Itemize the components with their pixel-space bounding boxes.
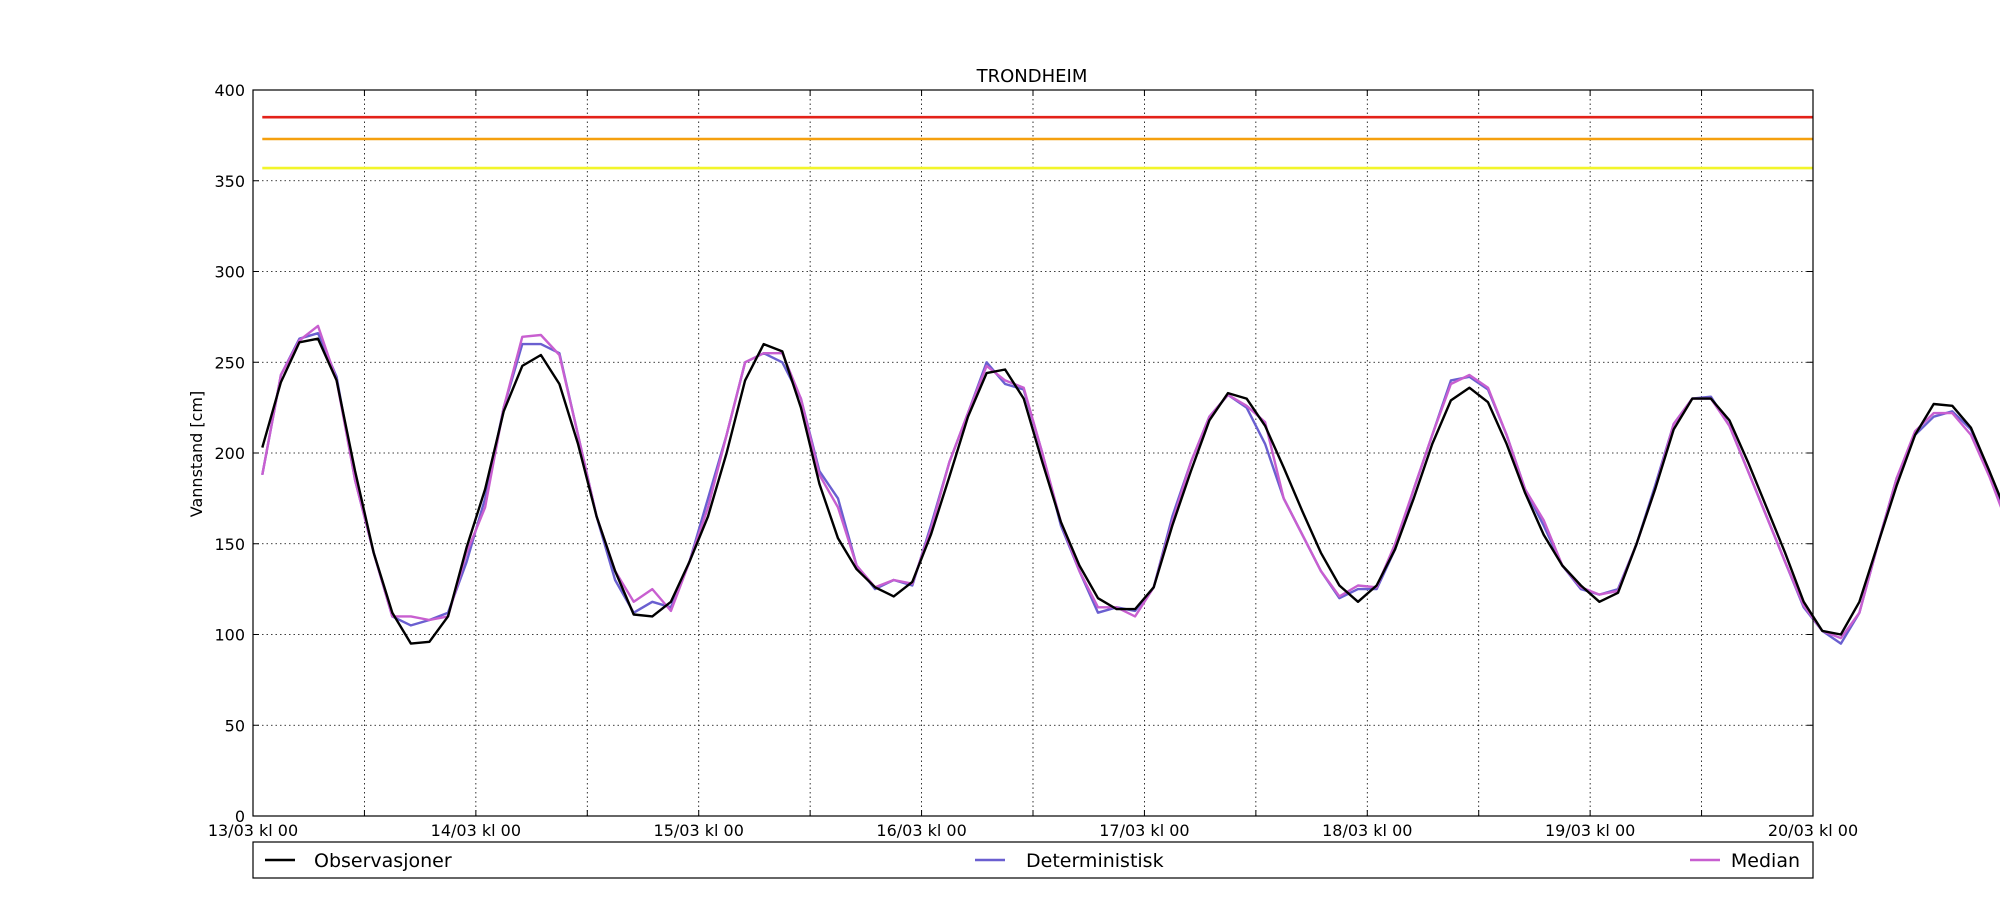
legend-label: Deterministisk — [1026, 850, 1164, 872]
series-line-observasjoner — [261, 337, 2000, 645]
legend: Observasjoner Deterministisk Median — [252, 841, 1814, 879]
series-lines — [261, 324, 2000, 645]
y-tick-label: 50 — [225, 716, 245, 735]
y-tick-label: 300 — [214, 263, 245, 282]
x-tick-label: 16/03 kl 00 — [876, 821, 966, 840]
x-tick-label: 13/03 kl 00 — [208, 821, 298, 840]
x-tick-label: 18/03 kl 00 — [1322, 821, 1412, 840]
legend-label: Median — [1731, 850, 1800, 872]
series-line-median — [261, 324, 2000, 640]
y-tick-label: 200 — [214, 444, 245, 463]
threshold-lines — [262, 115, 1813, 170]
y-tick-label: 400 — [214, 81, 245, 100]
x-tick-label: 15/03 kl 00 — [654, 821, 744, 840]
legend-label: Observasjoner — [314, 850, 452, 872]
y-axis-label: Vannstand [cm] — [187, 391, 206, 517]
axis-ticks: 0 50 100 150 200 250 300 350 400 13/03 kl 00 14/03… — [208, 81, 1858, 840]
y-tick-label: 150 — [214, 535, 245, 554]
y-tick-label: 250 — [214, 353, 245, 372]
x-tick-label: 14/03 kl 00 — [431, 821, 521, 840]
y-tick-label: 100 — [214, 626, 245, 645]
x-tick-label: 19/03 kl 00 — [1545, 821, 1635, 840]
legend-frame — [252, 841, 1814, 879]
x-tick-label: 20/03 kl 00 — [1768, 821, 1858, 840]
chart-title: TRONDHEIM — [976, 66, 1088, 87]
y-tick-label: 350 — [214, 172, 245, 191]
series-line-deterministisk — [261, 332, 2000, 645]
x-tick-label: 17/03 kl 00 — [1099, 821, 1189, 840]
y-tick-label: 0 — [235, 807, 245, 826]
grid-lines — [253, 90, 1813, 816]
